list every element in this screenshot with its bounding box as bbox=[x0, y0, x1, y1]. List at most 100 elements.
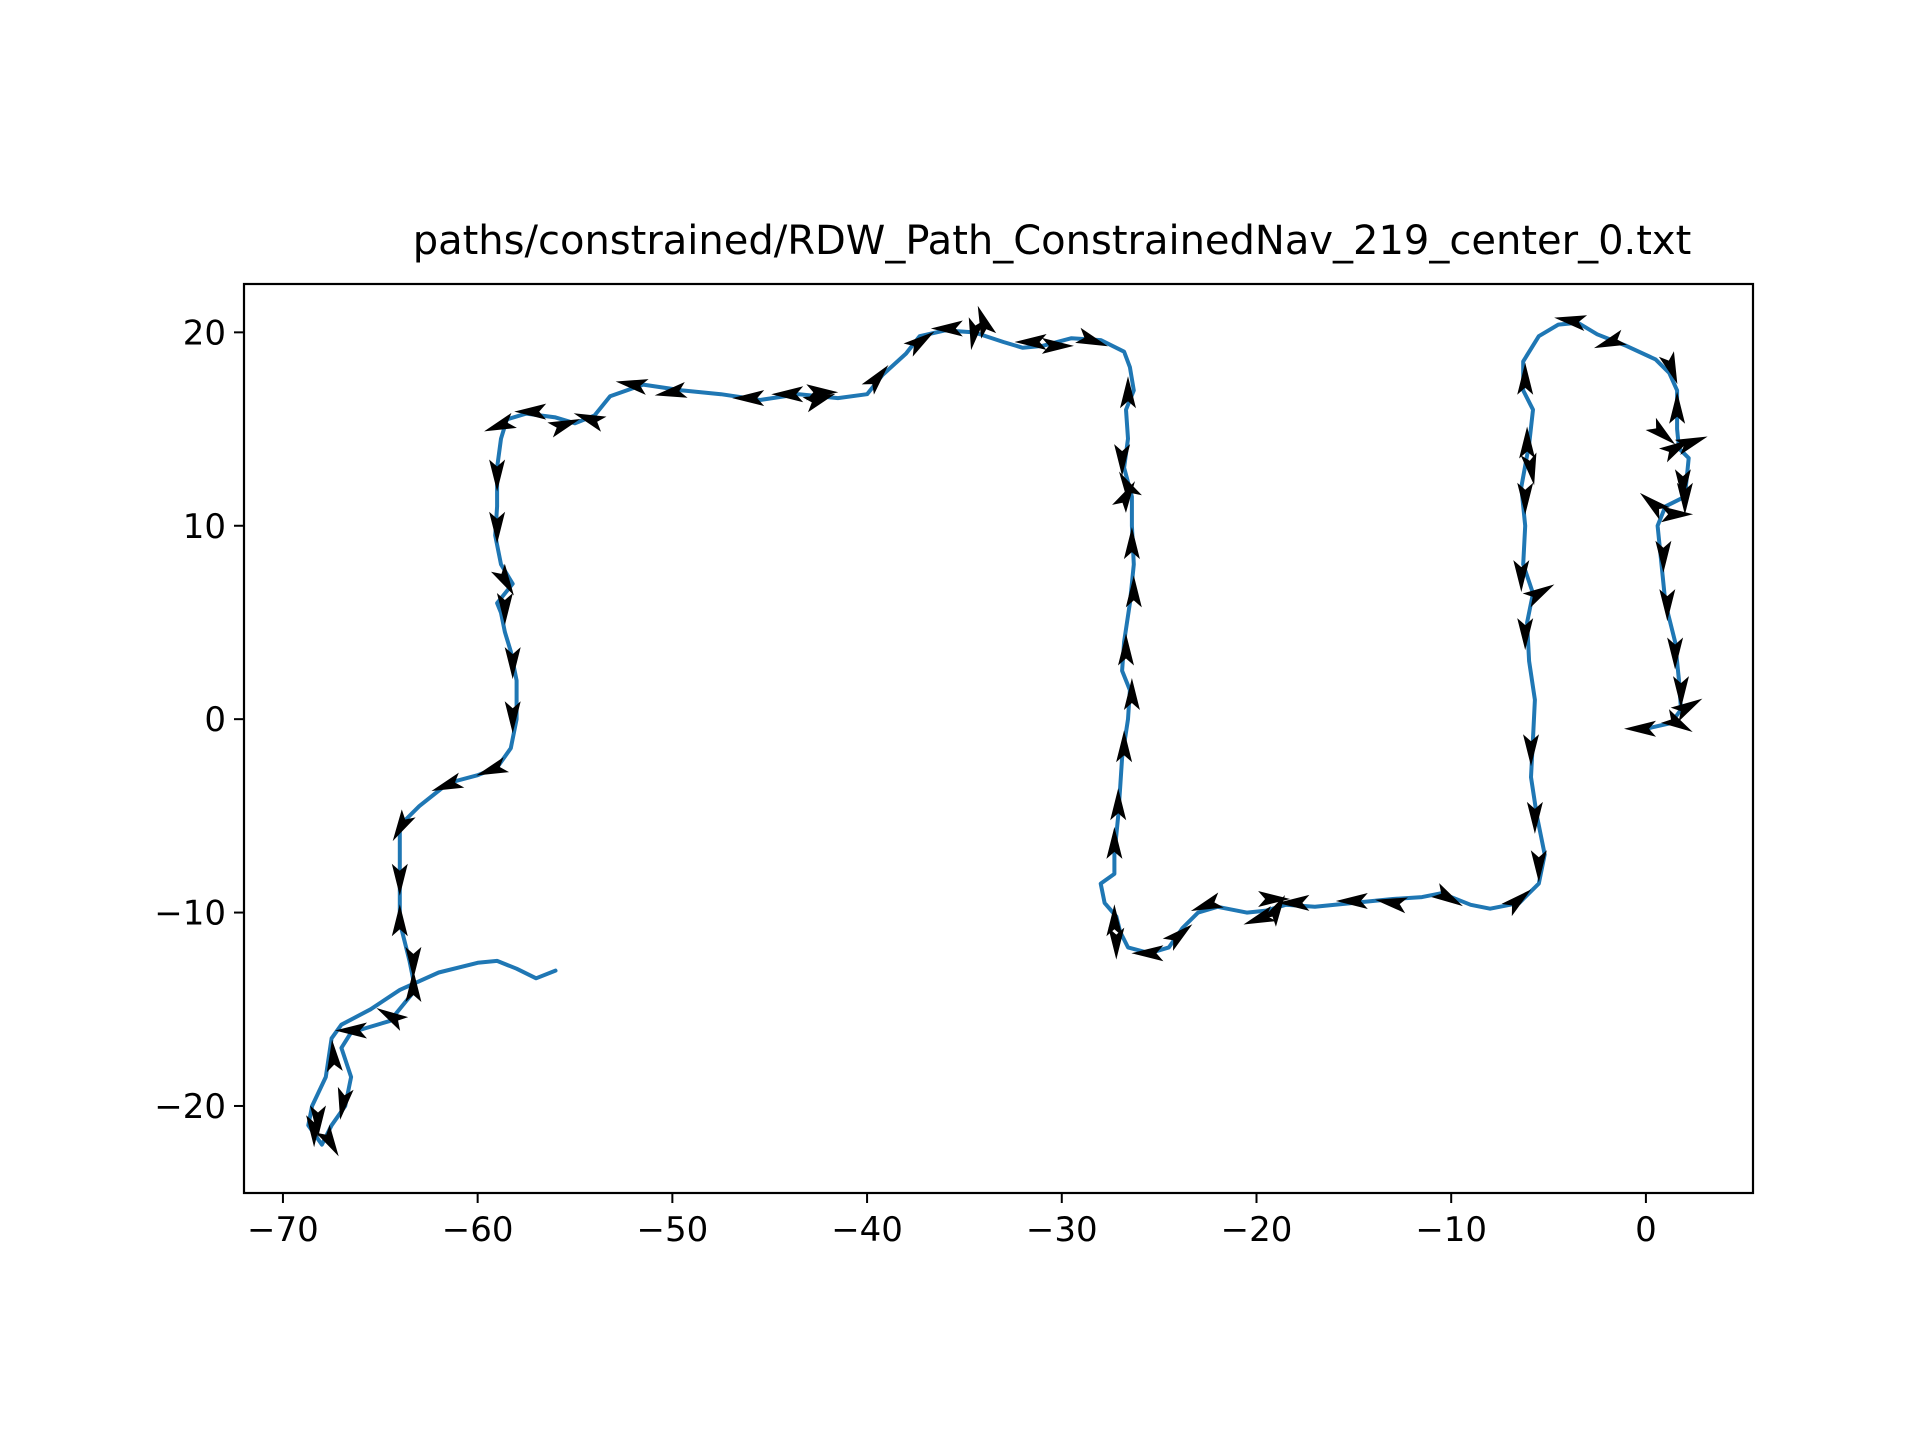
heading-arrow-79 bbox=[1674, 469, 1691, 502]
heading-arrow-3 bbox=[337, 1086, 354, 1120]
heading-arrow-80 bbox=[1676, 482, 1693, 515]
heading-arrow-88 bbox=[1660, 709, 1693, 732]
heading-arrow-14 bbox=[504, 701, 521, 734]
heading-arrow-24 bbox=[615, 379, 649, 395]
heading-arrow-30 bbox=[861, 365, 889, 395]
heading-arrow-52 bbox=[1162, 924, 1193, 951]
heading-arrow-78 bbox=[1674, 436, 1708, 455]
x-tick-label: −40 bbox=[831, 1210, 903, 1250]
heading-arrow-43 bbox=[1125, 575, 1142, 608]
heading-arrow-2 bbox=[315, 1124, 339, 1157]
heading-arrow-83 bbox=[1655, 540, 1672, 573]
heading-arrow-19 bbox=[489, 459, 506, 492]
x-axis: −70 −60 −50 −40 −30 −20 −10 0 bbox=[247, 1193, 1657, 1250]
heading-arrow-17 bbox=[490, 563, 514, 596]
heading-arrow-4 bbox=[326, 1039, 343, 1073]
x-tick-label: −30 bbox=[1026, 1210, 1098, 1250]
heading-arrow-89 bbox=[1624, 720, 1656, 737]
heading-arrow-53 bbox=[1190, 892, 1224, 911]
heading-arrow-37 bbox=[1075, 327, 1108, 347]
x-tick-label: 0 bbox=[1635, 1210, 1657, 1250]
x-tick-label: −50 bbox=[636, 1210, 708, 1250]
x-tick-label: −60 bbox=[442, 1210, 514, 1250]
y-tick-label: −20 bbox=[154, 1087, 226, 1127]
heading-arrow-74 bbox=[1658, 351, 1678, 385]
heading-arrow-51 bbox=[1131, 945, 1164, 962]
heading-arrow-67 bbox=[1513, 560, 1530, 593]
heading-arrow-9 bbox=[391, 904, 408, 937]
y-tick-label: 20 bbox=[183, 313, 226, 353]
heading-arrow-21 bbox=[514, 403, 547, 420]
heading-arrow-86 bbox=[1673, 676, 1689, 709]
heading-arrow-68 bbox=[1517, 482, 1534, 515]
chart-title: paths/constrained/RDW_Path_ConstrainedNa… bbox=[413, 218, 1692, 264]
heading-arrow-65 bbox=[1517, 618, 1534, 651]
heading-arrow-35 bbox=[1014, 334, 1047, 350]
heading-arrow-25 bbox=[654, 381, 688, 398]
heading-arrow-34 bbox=[977, 305, 997, 339]
heading-arrow-23 bbox=[547, 419, 581, 438]
heading-arrow-60 bbox=[1431, 883, 1463, 907]
heading-arrow-22 bbox=[573, 413, 607, 432]
heading-arrow-26 bbox=[732, 390, 765, 407]
heading-arrow-71 bbox=[1517, 362, 1534, 395]
heading-arrow-20 bbox=[484, 412, 517, 432]
heading-arrow-27 bbox=[771, 386, 804, 403]
heading-arrow-15 bbox=[504, 647, 521, 680]
heading-arrow-59 bbox=[1375, 897, 1408, 914]
heading-arrow-48 bbox=[1106, 826, 1123, 859]
heading-arrow-36 bbox=[1041, 337, 1074, 354]
heading-arrow-58 bbox=[1335, 893, 1368, 909]
heading-arrow-45 bbox=[1123, 678, 1140, 710]
heading-arrow-66 bbox=[1522, 584, 1555, 608]
heading-arrow-64 bbox=[1523, 734, 1539, 767]
heading-arrow-75 bbox=[1669, 391, 1686, 424]
heading-arrow-61 bbox=[1501, 889, 1532, 917]
heading-arrow-55 bbox=[1258, 891, 1291, 907]
heading-arrow-69 bbox=[1520, 452, 1537, 486]
heading-arrow-47 bbox=[1110, 788, 1127, 821]
heading-arrow-32 bbox=[930, 320, 963, 337]
heading-arrow-12 bbox=[431, 772, 465, 792]
heading-arrow-49 bbox=[1106, 904, 1123, 937]
heading-arrow-57 bbox=[1277, 894, 1310, 911]
heading-arrow-87 bbox=[1670, 698, 1703, 722]
heading-arrow-46 bbox=[1116, 730, 1133, 763]
heading-arrow-77 bbox=[1658, 439, 1691, 463]
y-axis: −20 −10 0 10 20 bbox=[154, 313, 244, 1127]
heading-arrow-62 bbox=[1530, 850, 1547, 883]
x-tick-label: −10 bbox=[1415, 1210, 1487, 1250]
plot-area bbox=[242, 282, 1755, 1195]
heading-arrow-5 bbox=[335, 1022, 367, 1039]
heading-arrow-10 bbox=[391, 863, 408, 896]
heading-arrow-38 bbox=[1120, 376, 1136, 409]
heading-arrow-72 bbox=[1554, 315, 1588, 332]
y-tick-label: 10 bbox=[183, 507, 226, 547]
heading-arrow-73 bbox=[1593, 329, 1627, 349]
heading-arrow-39 bbox=[1114, 444, 1131, 477]
x-tick-label: −70 bbox=[247, 1210, 319, 1250]
heading-arrow-54 bbox=[1243, 906, 1277, 925]
heading-arrow-85 bbox=[1667, 637, 1684, 670]
heading-arrow-13 bbox=[476, 757, 510, 776]
heading-arrows bbox=[306, 305, 1708, 1157]
heading-arrow-8 bbox=[405, 946, 422, 979]
heading-arrow-1 bbox=[306, 1115, 323, 1148]
heading-arrow-50 bbox=[1108, 927, 1125, 960]
heading-arrow-76 bbox=[1645, 417, 1676, 445]
heading-arrow-41 bbox=[1112, 481, 1135, 513]
heading-arrow-16 bbox=[496, 593, 513, 625]
heading-arrow-44 bbox=[1118, 633, 1134, 666]
heading-arrow-84 bbox=[1659, 589, 1676, 622]
heading-arrow-82 bbox=[1661, 506, 1694, 523]
x-tick-label: −20 bbox=[1221, 1210, 1293, 1250]
heading-arrow-11 bbox=[392, 809, 416, 842]
heading-arrow-81 bbox=[1639, 492, 1670, 520]
y-tick-label: 0 bbox=[204, 700, 226, 740]
heading-arrow-31 bbox=[903, 331, 935, 357]
heading-arrow-6 bbox=[376, 1008, 409, 1031]
heading-arrow-18 bbox=[489, 511, 506, 544]
heading-arrow-42 bbox=[1123, 527, 1140, 560]
heading-arrow-70 bbox=[1519, 426, 1536, 459]
